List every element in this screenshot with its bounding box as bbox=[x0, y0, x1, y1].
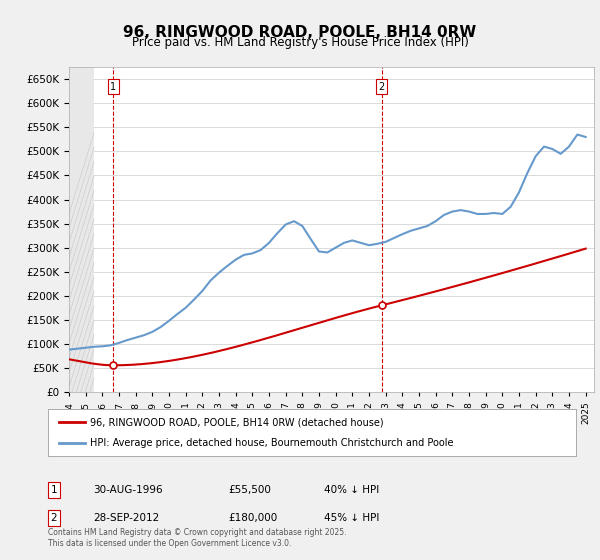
Text: HPI: Average price, detached house, Bournemouth Christchurch and Poole: HPI: Average price, detached house, Bour… bbox=[90, 438, 454, 448]
Text: 45% ↓ HPI: 45% ↓ HPI bbox=[324, 513, 379, 523]
Polygon shape bbox=[69, 67, 94, 392]
Text: 1: 1 bbox=[50, 485, 58, 495]
Text: 1: 1 bbox=[110, 82, 116, 92]
Text: 2: 2 bbox=[379, 82, 385, 92]
Text: 28-SEP-2012: 28-SEP-2012 bbox=[93, 513, 159, 523]
Text: £180,000: £180,000 bbox=[228, 513, 277, 523]
Text: 2: 2 bbox=[50, 513, 58, 523]
Text: 40% ↓ HPI: 40% ↓ HPI bbox=[324, 485, 379, 495]
Text: 30-AUG-1996: 30-AUG-1996 bbox=[93, 485, 163, 495]
Text: 96, RINGWOOD ROAD, POOLE, BH14 0RW: 96, RINGWOOD ROAD, POOLE, BH14 0RW bbox=[124, 25, 476, 40]
Text: Contains HM Land Registry data © Crown copyright and database right 2025.
This d: Contains HM Land Registry data © Crown c… bbox=[48, 528, 347, 548]
Text: Price paid vs. HM Land Registry's House Price Index (HPI): Price paid vs. HM Land Registry's House … bbox=[131, 36, 469, 49]
Text: 96, RINGWOOD ROAD, POOLE, BH14 0RW (detached house): 96, RINGWOOD ROAD, POOLE, BH14 0RW (deta… bbox=[90, 417, 384, 427]
Text: £55,500: £55,500 bbox=[228, 485, 271, 495]
